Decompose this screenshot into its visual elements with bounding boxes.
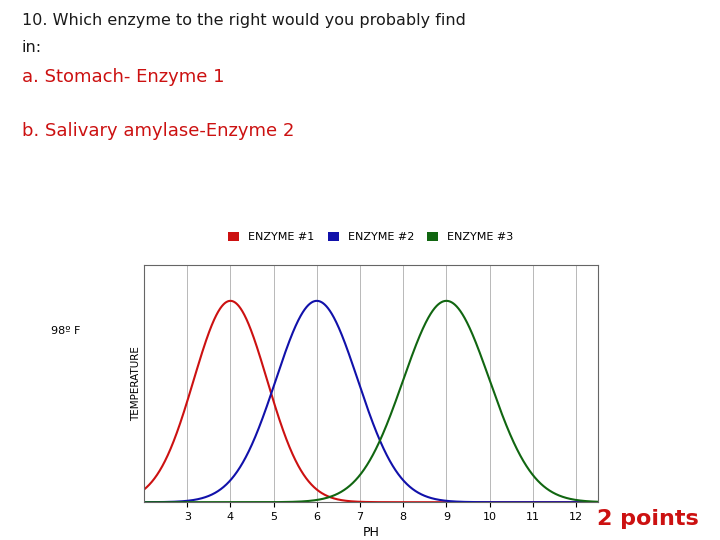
Text: 2 points: 2 points xyxy=(597,509,698,529)
Text: b. Salivary amylase-Enzyme 2: b. Salivary amylase-Enzyme 2 xyxy=(22,122,294,139)
Text: 98º F: 98º F xyxy=(51,326,81,336)
Legend: ENZYME #1, ENZYME #2, ENZYME #3: ENZYME #1, ENZYME #2, ENZYME #3 xyxy=(224,227,518,247)
Text: in:: in: xyxy=(22,40,42,56)
Text: a. Stomach- Enzyme 1: a. Stomach- Enzyme 1 xyxy=(22,68,224,85)
Text: 10. Which enzyme to the right would you probably find: 10. Which enzyme to the right would you … xyxy=(22,14,465,29)
X-axis label: PH: PH xyxy=(362,526,379,539)
Y-axis label: TEMPERATURE: TEMPERATURE xyxy=(131,346,141,421)
